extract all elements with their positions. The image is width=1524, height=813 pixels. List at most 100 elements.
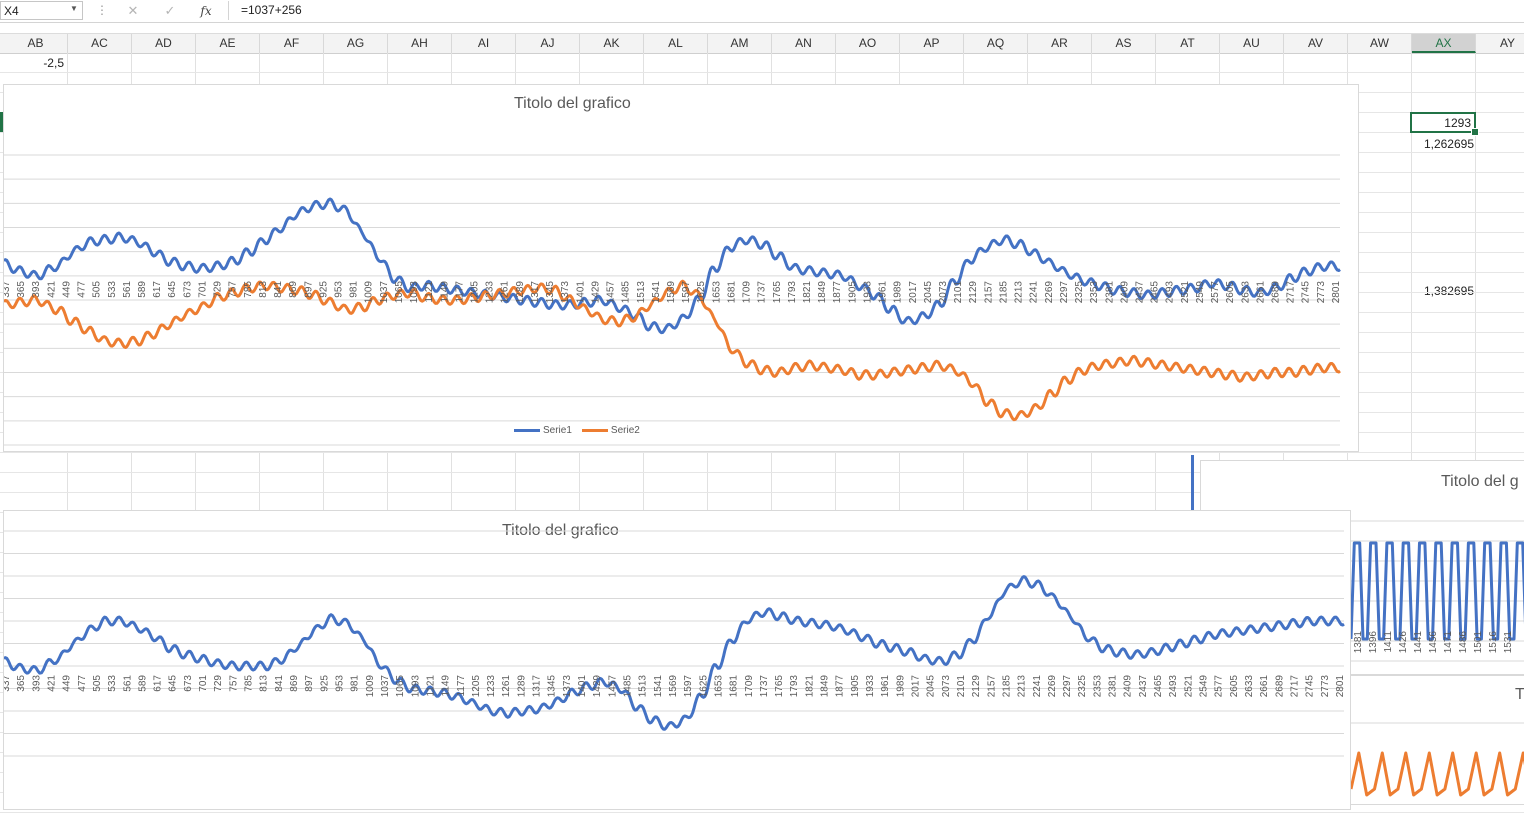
x-tick-label: 2801	[1335, 675, 1346, 698]
confirm-icon[interactable]: ✓	[164, 3, 176, 18]
x-tick-label: 1513	[636, 281, 647, 304]
x-tick-label: 1317	[532, 675, 543, 698]
x-tick-label: 2661	[1259, 675, 1270, 698]
chevron-down-icon[interactable]: ▼	[70, 4, 78, 13]
x-tick-label: 2633	[1244, 675, 1255, 698]
name-box[interactable]: X4	[0, 1, 83, 20]
column-header-ak[interactable]: AK	[580, 34, 644, 53]
column-header-at[interactable]: AT	[1156, 34, 1220, 53]
x-tick-label: 2521	[1183, 675, 1194, 698]
column-header-ai[interactable]: AI	[452, 34, 516, 53]
cancel-icon[interactable]: ✕	[127, 3, 139, 18]
x-tick-label: 1205	[471, 675, 482, 698]
x-tick-label: 421	[46, 281, 57, 298]
chart-2[interactable]: Titolo del grafico 337 365 393 421 449 477 505…	[3, 510, 1351, 810]
x-tick-label: 2241	[1032, 675, 1043, 698]
x-tick-label: 2465	[1150, 281, 1161, 304]
x-tick-label: 1485	[621, 281, 632, 304]
x-tick-label: 1037	[380, 675, 391, 698]
x-tick-label: 645	[167, 281, 178, 298]
column-header-ad[interactable]: AD	[132, 34, 196, 53]
chart-4[interactable]: T	[1350, 675, 1524, 805]
x-tick-label: 1989	[895, 675, 906, 698]
x-tick-label: 2409	[1119, 281, 1130, 304]
x-tick-label: 1793	[787, 281, 798, 304]
x-tick-label: 1765	[772, 281, 783, 304]
x-tick-label: 1905	[847, 281, 858, 304]
x-tick-label: 925	[319, 675, 330, 692]
x-tick-label: 1541	[651, 281, 662, 304]
insert-function-icon[interactable]: fx	[200, 4, 212, 18]
column-header-ay[interactable]: AY	[1476, 34, 1524, 53]
x-tick-label: 393	[31, 281, 42, 298]
cell-ab1[interactable]: -2,5	[43, 56, 64, 70]
x-tick-label: 1381	[1353, 631, 1364, 654]
column-header-aq[interactable]: AQ	[964, 34, 1028, 53]
x-tick-label: 2801	[1331, 281, 1342, 304]
column-header-ao[interactable]: AO	[836, 34, 900, 53]
x-tick-label: 505	[92, 281, 103, 298]
x-tick-label: 449	[62, 675, 73, 692]
column-header-ab[interactable]: AB	[4, 34, 68, 53]
x-tick-label: 1429	[590, 281, 601, 304]
x-tick-label: 2437	[1135, 281, 1146, 304]
legend-label-serie1: Serie1	[543, 425, 572, 436]
series-line-1	[1351, 751, 1524, 797]
x-tick-label: 897	[304, 675, 315, 692]
x-tick-label: 2017	[908, 281, 919, 304]
fill-handle[interactable]	[1471, 128, 1479, 136]
x-tick-label: 1401	[577, 675, 588, 698]
column-header-ac[interactable]: AC	[68, 34, 132, 53]
x-tick-label: 533	[107, 281, 118, 298]
column-header-ap[interactable]: AP	[900, 34, 964, 53]
column-header-aj[interactable]: AJ	[516, 34, 580, 53]
series-line-serie1	[4, 197, 1341, 335]
column-header-as[interactable]: AS	[1092, 34, 1156, 53]
chart-4-title[interactable]: T	[1515, 686, 1524, 703]
x-tick-label: 1149	[441, 675, 452, 697]
column-header-ar[interactable]: AR	[1028, 34, 1092, 53]
column-header-an[interactable]: AN	[772, 34, 836, 53]
x-tick-label: 2549	[1195, 281, 1206, 304]
chart-1-title[interactable]: Titolo del grafico	[514, 95, 631, 112]
chart-1[interactable]: Titolo del grafico 337 365 393 421 449 477 505…	[3, 84, 1359, 452]
column-header-ax[interactable]: AX	[1412, 34, 1476, 53]
chart-3-title[interactable]: Titolo del g	[1441, 473, 1519, 490]
legend-item-serie2[interactable]: Serie2	[581, 425, 640, 436]
grid-row-line	[0, 492, 1524, 493]
column-header-ae[interactable]: AE	[196, 34, 260, 53]
x-tick-label: 757	[228, 281, 239, 298]
column-header-af[interactable]: AF	[260, 34, 324, 53]
column-header-ah[interactable]: AH	[388, 34, 452, 53]
x-tick-label: 2437	[1138, 675, 1149, 698]
x-tick-label: 813	[259, 675, 270, 692]
column-header-am[interactable]: AM	[708, 34, 772, 53]
x-tick-label: 1373	[562, 675, 573, 698]
column-header-al[interactable]: AL	[644, 34, 708, 53]
grid-row-line	[0, 472, 1524, 473]
column-header-au[interactable]: AU	[1220, 34, 1284, 53]
series-line-1	[4, 575, 1345, 731]
x-tick-label: 1541	[653, 675, 664, 698]
x-tick-label: 2241	[1029, 281, 1040, 304]
x-tick-label: 1396	[1368, 631, 1379, 654]
column-header-aw[interactable]: AW	[1348, 34, 1412, 53]
cell-ax5[interactable]: 1,262695	[1423, 137, 1474, 151]
x-tick-label: 869	[288, 281, 299, 298]
legend-swatch-serie1	[514, 429, 540, 432]
formula-input[interactable]: =1037+256	[228, 1, 1524, 20]
x-tick-label: 2269	[1047, 675, 1058, 698]
column-header-av[interactable]: AV	[1284, 34, 1348, 53]
x-tick-label: 2297	[1062, 675, 1073, 698]
x-tick-label: 1531	[1503, 631, 1514, 654]
x-tick-label: 1177	[454, 281, 465, 303]
x-tick-label: 2465	[1153, 675, 1164, 698]
cell-ax10[interactable]: 1,382695	[1423, 284, 1474, 298]
x-tick-label: 1441	[1413, 631, 1424, 654]
chart-1-legend[interactable]: Serie1 Serie2	[514, 425, 640, 436]
active-cell-ax4[interactable]: 1293	[1410, 112, 1476, 133]
grid-row-line	[0, 72, 1524, 73]
x-tick-label: 1471	[1443, 631, 1454, 654]
column-header-ag[interactable]: AG	[324, 34, 388, 53]
legend-item-serie1[interactable]: Serie1	[514, 425, 572, 436]
